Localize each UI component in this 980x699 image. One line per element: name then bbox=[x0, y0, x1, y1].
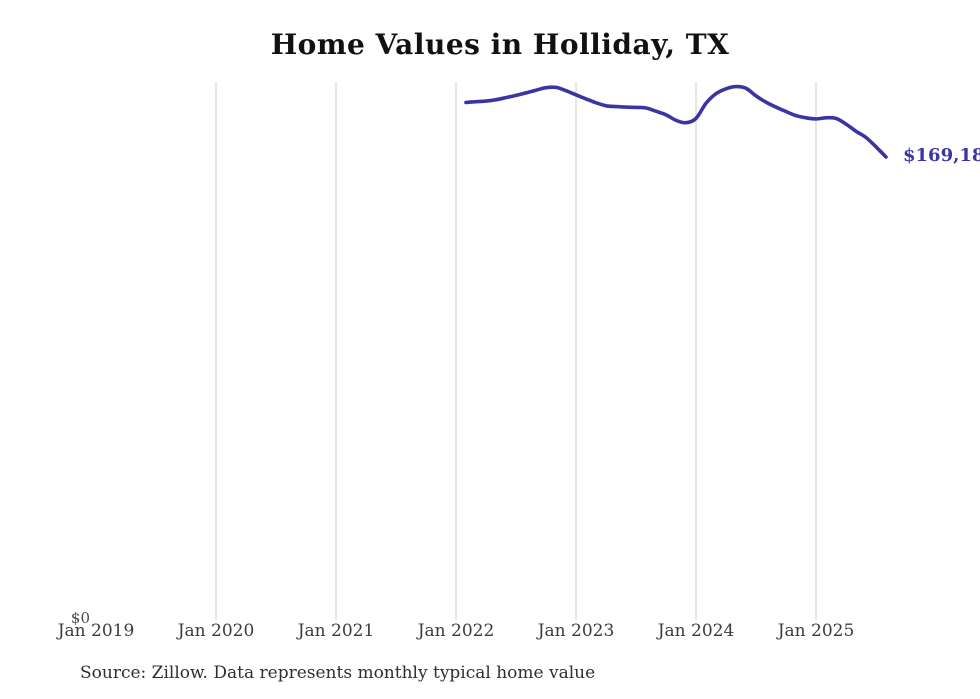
x-axis-label-2019: Jan 2019 bbox=[57, 621, 135, 641]
x-axis-label-2021: Jan 2021 bbox=[297, 621, 375, 641]
x-axis-label-2022: Jan 2022 bbox=[417, 621, 495, 641]
x-axis-label-2020: Jan 2020 bbox=[177, 621, 255, 641]
y-axis-zero-label: $0 bbox=[70, 609, 90, 627]
home-value-line bbox=[464, 84, 888, 159]
x-axis-label-2023: Jan 2023 bbox=[537, 621, 615, 641]
x-axis-label-2024: Jan 2024 bbox=[657, 621, 735, 641]
x-axis-label-2025: Jan 2025 bbox=[777, 621, 855, 641]
source-note: Source: Zillow. Data represents monthly … bbox=[80, 663, 596, 683]
latest-value-label: $169,180 bbox=[903, 145, 980, 166]
chart-title: Home Values in Holliday, TX bbox=[270, 28, 730, 61]
